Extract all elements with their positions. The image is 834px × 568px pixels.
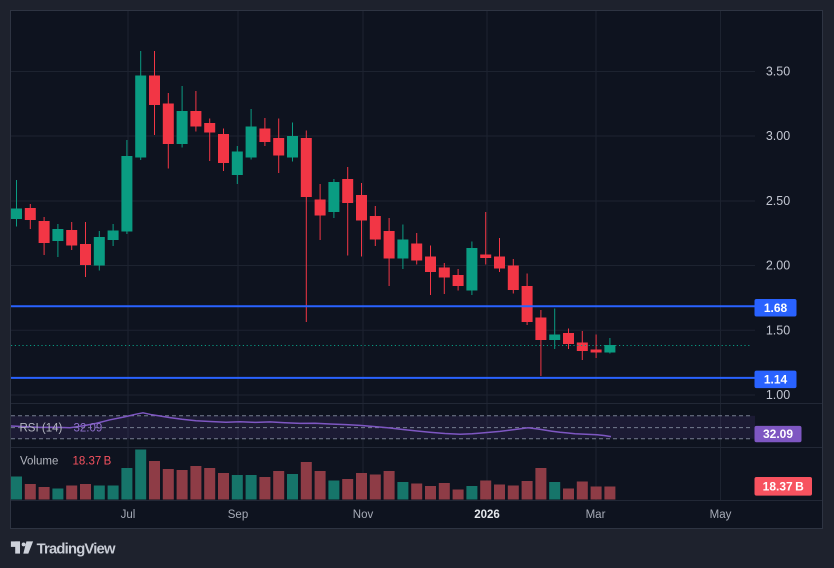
svg-text:Mar: Mar [586,509,606,521]
svg-text:Jul: Jul [121,509,136,521]
svg-text:3.50: 3.50 [766,65,790,79]
svg-text:32.09: 32.09 [74,423,103,435]
svg-text:18.37 B: 18.37 B [73,456,112,468]
svg-text:TradingView: TradingView [37,541,116,557]
svg-text:2.00: 2.00 [766,259,790,273]
svg-text:18.37 B: 18.37 B [763,480,804,494]
svg-text:Nov: Nov [353,509,374,521]
svg-text:2026: 2026 [474,509,500,521]
svg-text:32.09: 32.09 [763,427,793,441]
svg-text:Sep: Sep [228,509,248,521]
svg-text:1.00: 1.00 [766,388,790,402]
svg-text:RSI (14): RSI (14) [20,423,63,435]
svg-text:Volume: Volume [20,456,58,468]
svg-text:May: May [710,509,732,521]
svg-text:1.68: 1.68 [764,301,788,315]
svg-text:2.50: 2.50 [766,194,790,208]
svg-text:3.00: 3.00 [766,129,790,143]
svg-text:1.14: 1.14 [764,373,788,387]
svg-text:1.50: 1.50 [766,324,790,338]
